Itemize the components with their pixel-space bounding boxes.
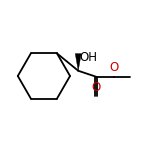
Text: O: O [92, 81, 101, 94]
Text: OH: OH [79, 51, 97, 64]
Text: O: O [109, 61, 119, 74]
Polygon shape [75, 54, 81, 71]
